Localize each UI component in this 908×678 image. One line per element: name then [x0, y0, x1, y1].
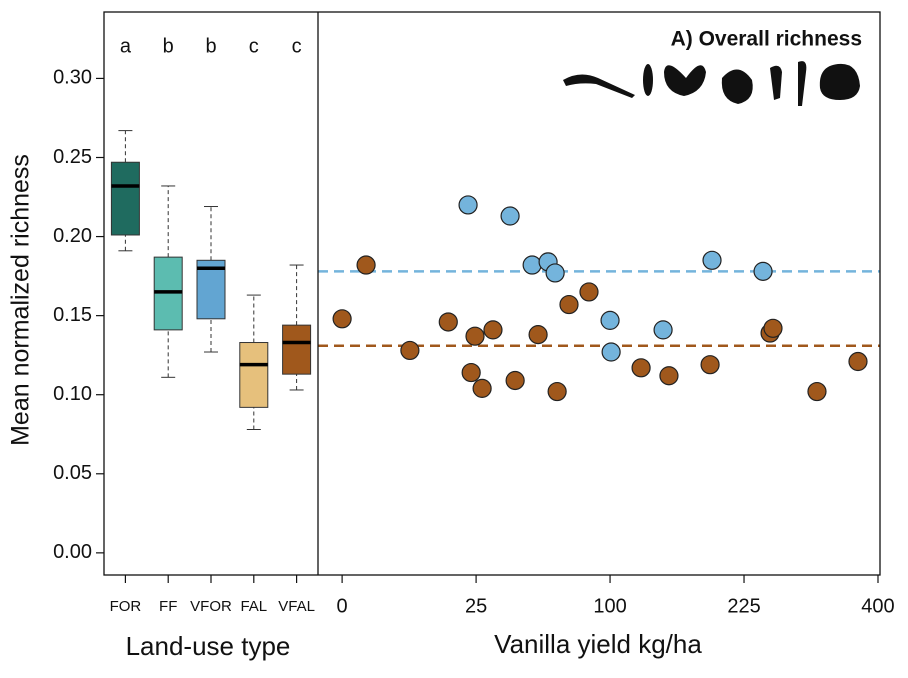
group-letter: c — [249, 35, 259, 57]
point — [601, 342, 621, 362]
y-tick-label: 0.00 — [53, 541, 92, 563]
y-tick-label: 0.10 — [53, 383, 92, 405]
point — [848, 351, 868, 372]
butterfly-icon — [664, 65, 706, 96]
y-tick-label: 0.30 — [53, 67, 92, 89]
x-axis-label: Vanilla yield kg/ha — [494, 629, 702, 659]
point — [702, 250, 722, 270]
point — [547, 381, 567, 402]
point — [545, 263, 565, 283]
x-tick-label: 100 — [593, 595, 626, 617]
y-tick-label: 0.25 — [53, 146, 92, 168]
y-tick-label: 0.15 — [53, 304, 92, 326]
point — [438, 312, 458, 332]
point — [465, 326, 485, 346]
x-tick-label: 0 — [337, 595, 348, 617]
point — [763, 318, 783, 338]
frog-icon — [721, 69, 753, 104]
box — [196, 259, 226, 320]
point — [483, 320, 503, 340]
tree-icon — [819, 63, 860, 100]
point — [807, 381, 827, 402]
plant-icon — [798, 61, 807, 106]
chart-title: A) Overall richness — [671, 28, 862, 51]
y-tick-label: 0.20 — [53, 225, 92, 247]
x-tick-label: FAL — [240, 598, 267, 615]
box — [110, 161, 140, 236]
plot-frame — [103, 11, 881, 576]
group-letter: b — [205, 35, 216, 57]
point — [653, 320, 673, 340]
point — [600, 310, 620, 330]
point — [700, 355, 720, 375]
x-tick-label: VFOR — [190, 598, 232, 615]
y-axis-label: Mean normalized richness — [7, 154, 35, 446]
bird-icon — [770, 65, 782, 100]
x-tick-label: 225 — [727, 595, 760, 617]
x-tick-label: 400 — [861, 595, 894, 617]
lizard-icon — [563, 74, 635, 98]
group-letter: b — [163, 35, 174, 57]
y-tick-label: 0.05 — [53, 462, 92, 484]
x-tick-label: FOR — [110, 598, 142, 615]
point — [356, 255, 376, 275]
box — [239, 342, 269, 408]
point — [500, 206, 520, 226]
point — [332, 309, 352, 329]
point — [472, 378, 492, 398]
x-axis-label: Land-use type — [126, 631, 291, 661]
point — [659, 366, 679, 386]
point — [528, 325, 548, 345]
point — [505, 370, 525, 391]
point — [753, 261, 773, 281]
box — [282, 324, 312, 375]
group-letter: c — [292, 35, 302, 57]
x-tick-label: 25 — [465, 595, 487, 617]
point — [579, 282, 599, 302]
group-letter: a — [120, 35, 132, 57]
point — [631, 358, 651, 378]
point — [400, 340, 420, 361]
point — [522, 255, 542, 275]
organism-icons — [563, 61, 860, 106]
point — [461, 362, 481, 383]
point — [559, 294, 579, 315]
x-tick-label: FF — [159, 598, 177, 615]
point — [458, 195, 478, 215]
x-tick-label: VFAL — [278, 598, 315, 615]
wasp-icon — [643, 64, 653, 96]
